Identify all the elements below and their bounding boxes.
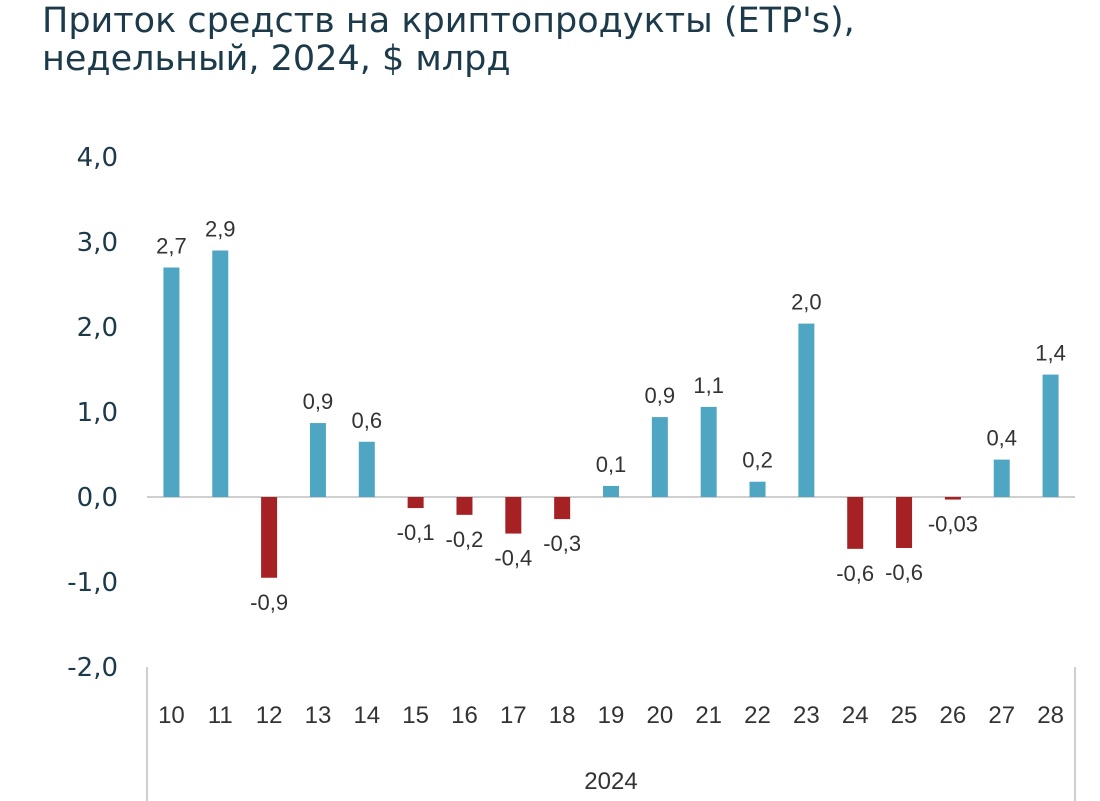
- x-tick-label: 26: [940, 702, 967, 729]
- bar-week-21: [700, 406, 717, 497]
- y-tick-label: 2,0: [77, 313, 118, 343]
- data-label-week-22: 0,2: [742, 448, 773, 473]
- data-label-week-10: 2,7: [156, 234, 187, 259]
- y-tick-label: -1,0: [67, 568, 118, 598]
- bar-week-26: [944, 497, 961, 500]
- x-tick-label: 12: [256, 702, 283, 729]
- x-tick-label: 19: [598, 702, 625, 729]
- data-label-week-19: 0,1: [596, 452, 627, 477]
- x-axis-group-label: 2024: [584, 768, 637, 795]
- y-tick-label: -2,0: [67, 653, 118, 683]
- x-tick-label: 28: [1037, 702, 1064, 729]
- bar-week-23: [798, 323, 815, 497]
- data-label-week-26: -0,03: [928, 512, 978, 537]
- bar-week-27: [993, 459, 1010, 497]
- data-label-week-20: 0,9: [645, 383, 676, 408]
- x-tick-label: 16: [451, 702, 478, 729]
- bar-week-16: [456, 497, 473, 515]
- bar-week-24: [847, 497, 864, 549]
- x-tick-label: 22: [744, 702, 771, 729]
- x-tick-label: 21: [695, 702, 722, 729]
- bar-week-17: [505, 497, 522, 534]
- bar-week-13: [309, 423, 326, 497]
- data-label-week-11: 2,9: [205, 217, 236, 242]
- data-label-week-13: 0,9: [303, 389, 334, 414]
- bar-week-20: [651, 417, 668, 497]
- x-tick-label: 20: [646, 702, 673, 729]
- bar-week-11: [212, 250, 229, 497]
- data-label-week-12: -0,9: [250, 590, 288, 615]
- x-tick-label: 24: [842, 702, 869, 729]
- data-label-week-23: 2,0: [791, 290, 822, 315]
- y-axis: 4,0 3,0 2,0 1,0 0,0 -1,0 -2,0: [67, 143, 1075, 683]
- bar-week-28: [1042, 374, 1059, 497]
- y-tick-label: 0,0: [77, 483, 118, 513]
- x-tick-label: 11: [208, 702, 233, 729]
- y-tick-label: 3,0: [77, 228, 118, 258]
- bar-week-15: [407, 497, 424, 509]
- data-label-week-15: -0,1: [397, 520, 435, 545]
- x-axis: 10 11 12 13 14 15 16 17 18 19 20 21 22 23 24 25 26 27 28 20…: [146, 667, 1076, 801]
- x-tick-label: 17: [500, 702, 527, 729]
- data-label-week-25: -0,6: [885, 560, 923, 585]
- chart-title-line-1: Приток средств на криптопродукты (ETP's)…: [42, 1, 855, 41]
- data-label-week-27: 0,4: [986, 426, 1017, 451]
- chart-title-line-2: недельный, 2024, $ млрд: [42, 39, 511, 79]
- data-label-week-17: -0,4: [494, 546, 532, 571]
- bar-week-19: [603, 485, 619, 497]
- x-tick-label: 25: [891, 702, 918, 729]
- data-label-week-21: 1,1: [693, 373, 724, 398]
- bar-week-12: [261, 497, 278, 578]
- bars: [163, 250, 1059, 578]
- data-labels: 2,7 2,9 -0,9 0,9 0,6 -0,1 -0,2 -0,4 -0,3 0,1 0,9 1,…: [156, 217, 1066, 615]
- y-tick-label: 1,0: [77, 398, 118, 428]
- bar-week-22: [749, 481, 766, 497]
- data-label-week-18: -0,3: [543, 531, 581, 556]
- x-tick-label: 18: [549, 702, 576, 729]
- x-tick-label: 14: [353, 702, 380, 729]
- x-tick-label: 13: [305, 702, 332, 729]
- y-tick-label: 4,0: [77, 143, 118, 173]
- bar-week-10: [163, 267, 180, 497]
- x-tick-label: 27: [988, 702, 1015, 729]
- bar-week-14: [358, 441, 375, 497]
- x-tick-label: 10: [158, 702, 185, 729]
- x-tick-label: 15: [402, 702, 429, 729]
- data-label-week-24: -0,6: [836, 561, 874, 586]
- chart-title: Приток средств на криптопродукты (ETP's)…: [42, 2, 1082, 78]
- bar-week-25: [896, 497, 913, 548]
- x-tick-label: 23: [793, 702, 820, 729]
- data-label-week-28: 1,4: [1035, 341, 1066, 366]
- data-label-week-14: 0,6: [351, 408, 382, 433]
- bar-week-18: [554, 497, 571, 520]
- data-label-week-16: -0,2: [446, 527, 484, 552]
